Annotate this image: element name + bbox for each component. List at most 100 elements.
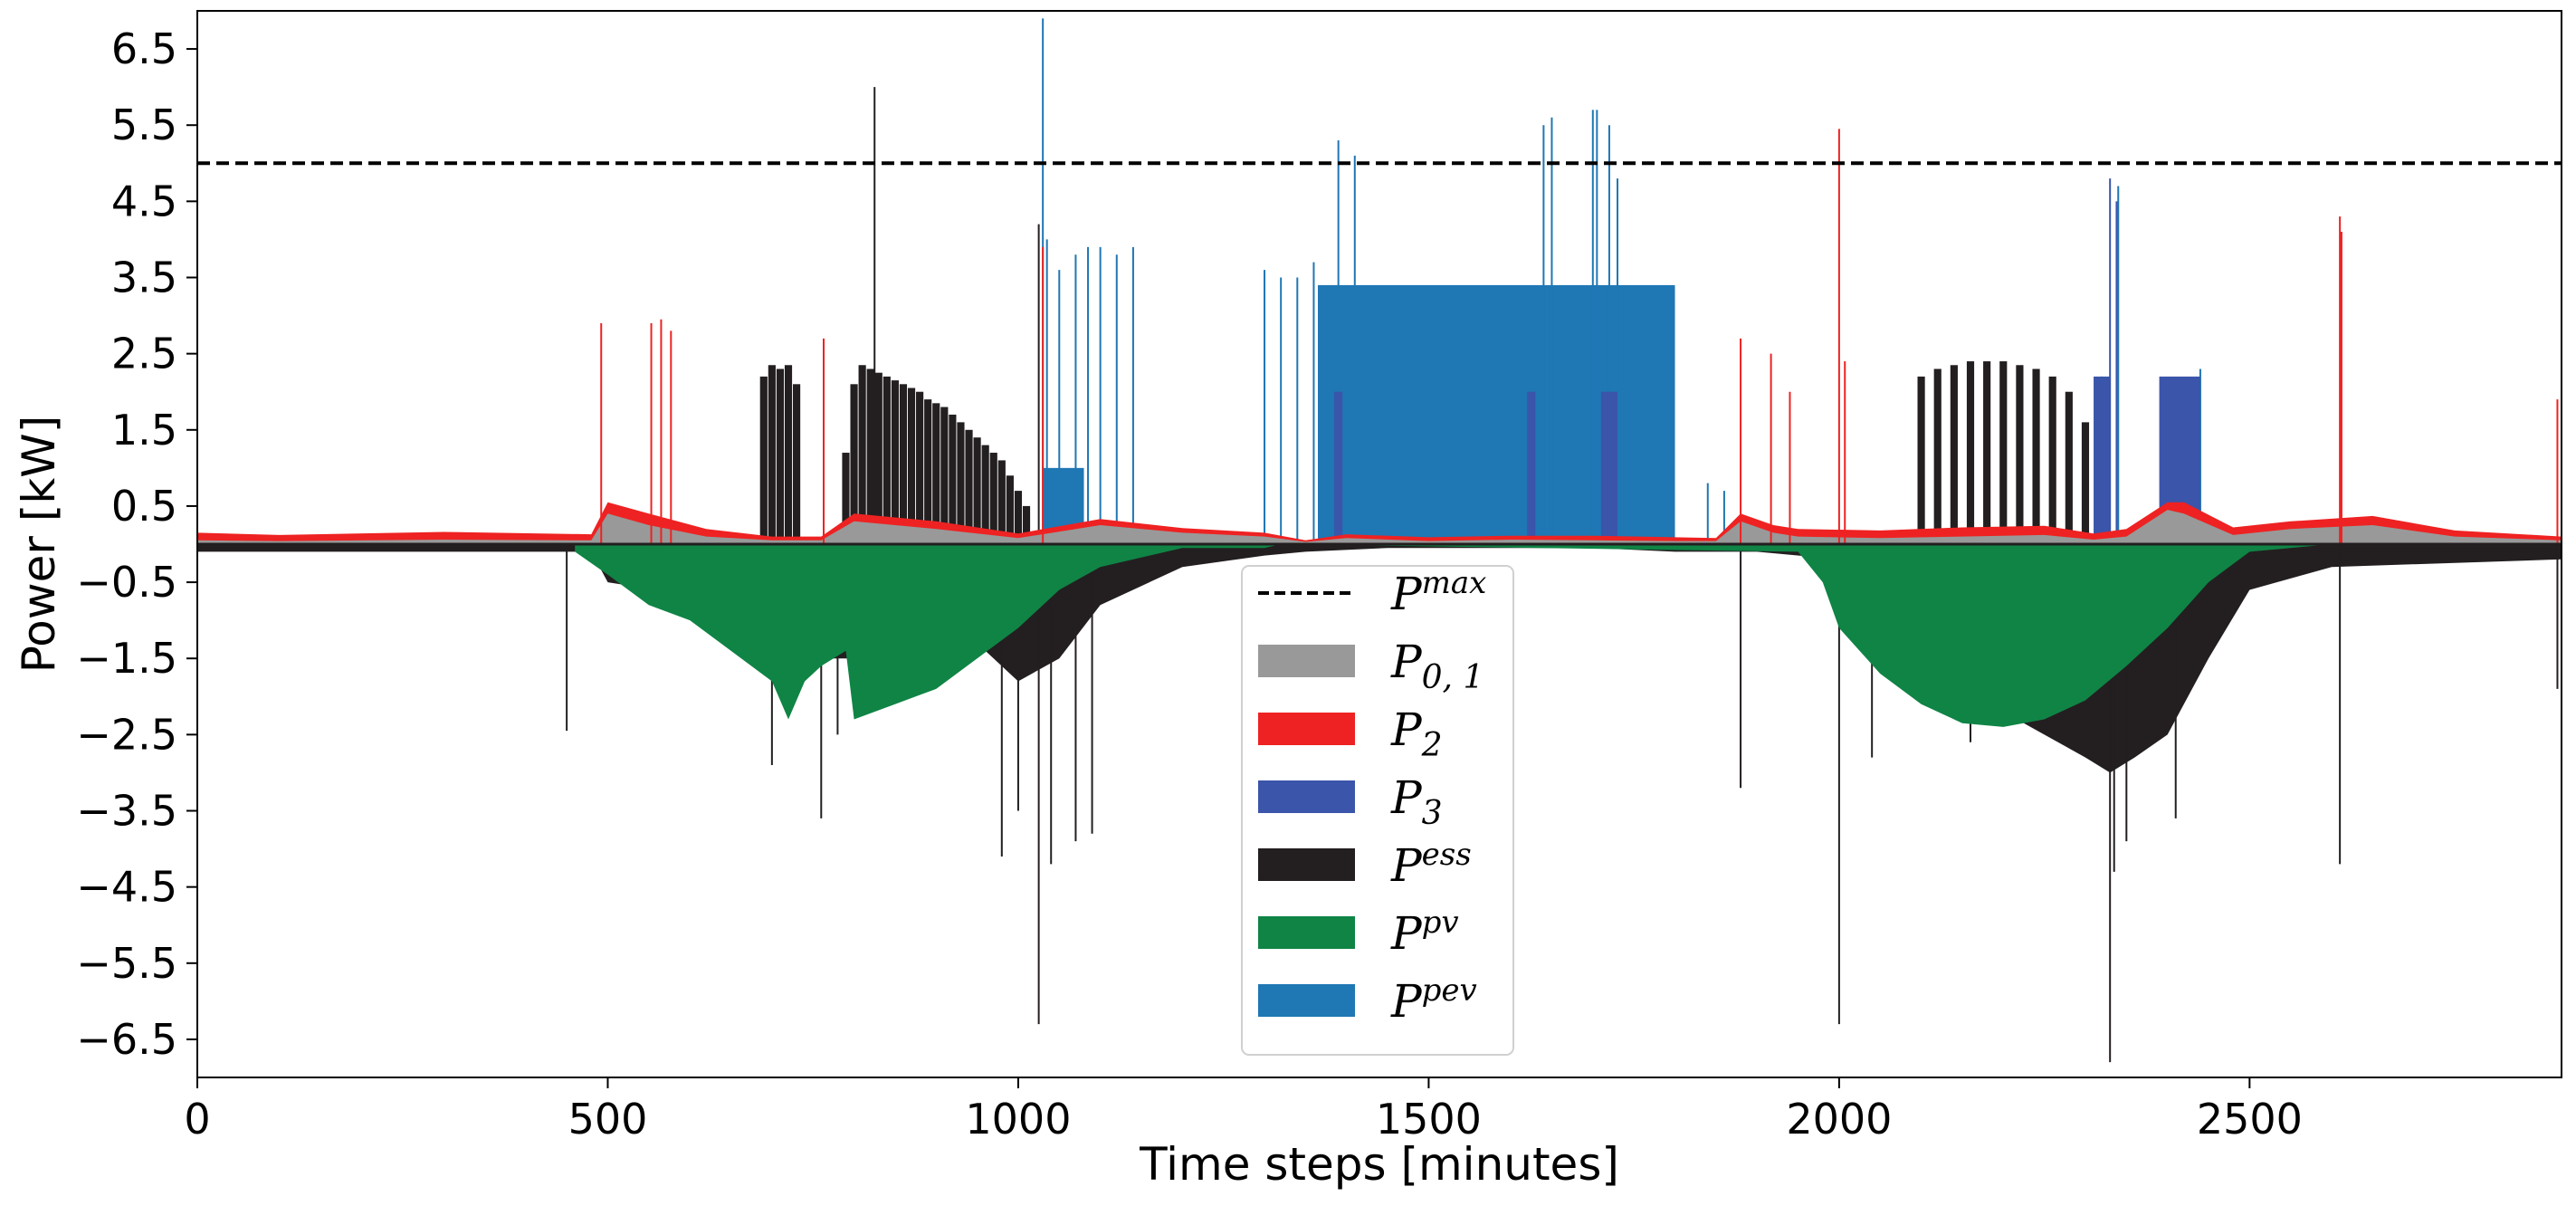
- legend-base: P: [1390, 636, 1423, 688]
- ess-bar: [940, 407, 949, 544]
- ess-bar: [997, 460, 1006, 544]
- ess-bar: [965, 429, 973, 544]
- p3-block: [1600, 391, 1618, 544]
- legend-superscript: ess: [1422, 837, 1472, 873]
- p3-block: [2094, 376, 2111, 544]
- ess-bar: [1966, 361, 1975, 544]
- ess-bar: [768, 365, 776, 544]
- x-tick-label: 0: [184, 1095, 210, 1144]
- ess-bar: [1917, 376, 1925, 544]
- y-tick-label: 5.5: [111, 100, 177, 149]
- legend-subscript: 3: [1422, 795, 1443, 832]
- ess-bar: [2081, 422, 2090, 544]
- ess-bar: [842, 453, 850, 544]
- ess-bar: [850, 384, 858, 544]
- legend-label-p3: P3: [1390, 771, 1443, 832]
- ess-bar: [874, 372, 883, 544]
- ess-bar: [891, 380, 899, 544]
- ess-bar: [1014, 491, 1023, 544]
- ess-bar: [949, 414, 957, 544]
- x-axis-label: Time steps [minutes]: [1139, 1138, 1619, 1191]
- ess-bar: [1950, 365, 1958, 544]
- x-tick-label: 2500: [2197, 1095, 2303, 1144]
- legend-swatch-p01: [1258, 645, 1355, 677]
- legend-base: P: [1390, 975, 1423, 1028]
- y-tick-label: −2.5: [76, 710, 177, 759]
- y-tick-label: 6.5: [111, 24, 177, 73]
- ess-bar: [784, 365, 793, 544]
- legend-label-pess: Pess: [1390, 837, 1472, 892]
- y-tick-label: 3.5: [111, 254, 177, 302]
- ess-bar: [916, 391, 924, 544]
- pv-area: [575, 544, 2333, 727]
- ess-bar: [1933, 368, 1942, 544]
- plot-frame: [196, 10, 2562, 1078]
- legend-swatch-p2: [1258, 713, 1355, 745]
- y-tick-label: −5.5: [76, 939, 177, 988]
- legend-label-ppev: Ppev: [1390, 972, 1477, 1028]
- legend-subscript: 2: [1421, 727, 1443, 764]
- legend-superscript: pv: [1422, 904, 1459, 941]
- y-tick-label: 4.5: [111, 177, 177, 225]
- legend-swatch-p3: [1258, 780, 1355, 813]
- y-tick-label: −0.5: [76, 558, 177, 607]
- ess-bar: [792, 384, 801, 544]
- ess-bar: [2065, 391, 2073, 544]
- ess-bar: [973, 437, 981, 544]
- ess-bar: [1022, 505, 1031, 544]
- legend-base: P: [1390, 771, 1423, 824]
- legend-swatch-pess: [1258, 848, 1355, 881]
- y-tick-label: −4.5: [76, 863, 177, 912]
- x-tick-label: 500: [568, 1095, 648, 1144]
- ess-bar: [776, 368, 785, 544]
- legend-label-p01: P0, 1: [1390, 636, 1484, 696]
- x-tick-label: 2000: [1786, 1095, 1892, 1144]
- p3-block: [1334, 391, 1343, 544]
- pev-block: [1317, 284, 1675, 544]
- y-tick-label: −6.5: [76, 1015, 177, 1064]
- legend-label-pmax: Pmax: [1390, 565, 1486, 620]
- legend-superscript: max: [1422, 565, 1487, 601]
- legend-base: P: [1390, 704, 1423, 756]
- y-tick-label: 1.5: [111, 406, 177, 455]
- legend-swatch-ppev: [1258, 984, 1355, 1017]
- legend-swatch-ppv: [1258, 916, 1355, 949]
- ess-bar: [989, 453, 997, 544]
- ess-bar: [932, 403, 940, 544]
- ess-bar: [1983, 361, 1991, 544]
- ess-bar: [907, 388, 916, 544]
- y-tick-label: 2.5: [111, 330, 177, 378]
- x-tick-label: 1000: [965, 1095, 1071, 1144]
- ess-bar: [2032, 368, 2040, 544]
- y-tick-label: −1.5: [76, 634, 177, 683]
- ess-bar: [858, 365, 866, 544]
- legend-base: P: [1390, 568, 1423, 620]
- ess-bar: [981, 445, 989, 544]
- p2-area: [197, 502, 2562, 544]
- legend-label-ppv: Ppv: [1390, 904, 1459, 960]
- legend-label-p2: P2: [1390, 704, 1443, 764]
- p3-block: [1527, 391, 1536, 544]
- ess-bar: [1006, 475, 1014, 544]
- ess-bar: [957, 422, 965, 544]
- p01-area: [197, 510, 2562, 544]
- ess-bar: [866, 368, 874, 544]
- ess-bar: [899, 384, 908, 544]
- legend-subscript: 0, 1: [1422, 659, 1484, 696]
- ess-bar: [2048, 376, 2056, 544]
- x-tick-label: 1500: [1376, 1095, 1482, 1144]
- y-tick-label: −3.5: [76, 787, 177, 836]
- y-axis-label: Power [kW]: [13, 416, 65, 673]
- legend-superscript: pev: [1422, 972, 1477, 1009]
- ess-bar: [2016, 365, 2024, 544]
- plot-layer: [197, 18, 2562, 1063]
- legend-base: P: [1390, 907, 1423, 960]
- axes-layer: 6.5 5.5 4.5 3.5 2.5 1.5 0.5 −0.5 −1.5 −2.5 −3.5 −4.…: [76, 10, 2562, 1144]
- legend-base: P: [1390, 839, 1423, 892]
- ess-bar: [1999, 361, 2008, 544]
- ess-bar: [883, 376, 891, 544]
- ess-bar: [759, 376, 768, 544]
